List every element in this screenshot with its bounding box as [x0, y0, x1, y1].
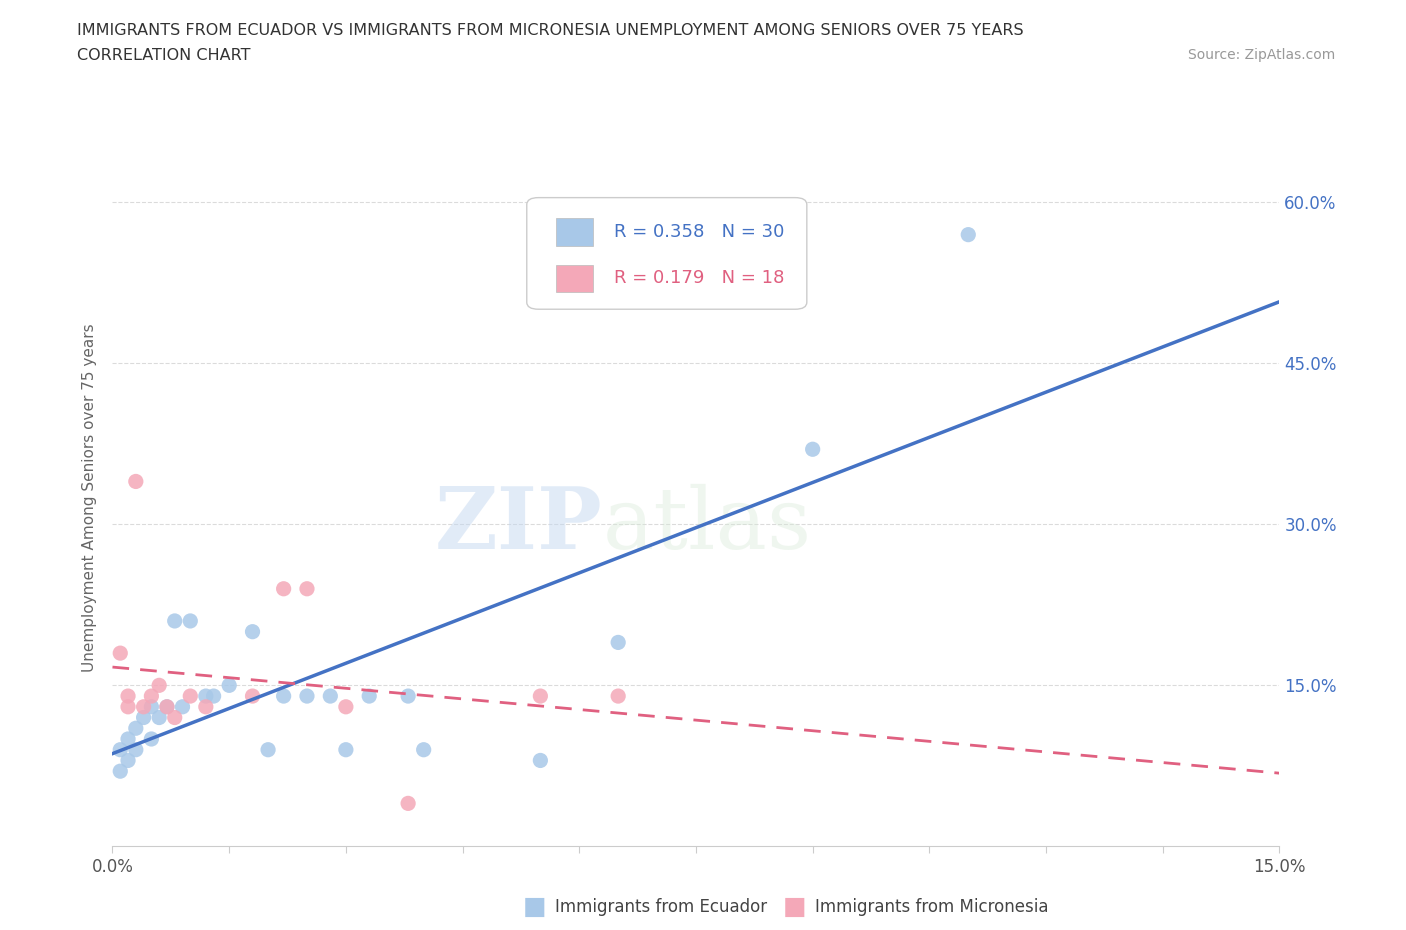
Point [117, 753, 139, 768]
Point [319, 688, 342, 703]
Point [125, 721, 148, 736]
FancyBboxPatch shape [555, 265, 593, 292]
Point [141, 688, 163, 703]
Point [607, 688, 630, 703]
Point [295, 688, 318, 703]
Point [117, 732, 139, 747]
Point [179, 614, 201, 629]
Text: IMMIGRANTS FROM ECUADOR VS IMMIGRANTS FROM MICRONESIA UNEMPLOYMENT AMONG SENIORS: IMMIGRANTS FROM ECUADOR VS IMMIGRANTS FR… [77, 23, 1024, 38]
Point [156, 699, 179, 714]
Point [125, 474, 148, 489]
Point [202, 688, 225, 703]
Point [242, 624, 264, 639]
Point [110, 742, 132, 757]
Point [141, 699, 163, 714]
Point [242, 688, 264, 703]
Point [396, 688, 419, 703]
Text: ■: ■ [523, 895, 546, 919]
Point [148, 678, 170, 693]
Point [125, 742, 148, 757]
Point [396, 796, 419, 811]
Point [335, 699, 357, 714]
Point [529, 688, 551, 703]
Point [412, 742, 434, 757]
Point [335, 742, 357, 757]
Point [194, 699, 217, 714]
Point [273, 688, 295, 703]
Text: Immigrants from Ecuador: Immigrants from Ecuador [555, 897, 768, 916]
Point [117, 688, 139, 703]
Point [529, 753, 551, 768]
Point [110, 645, 132, 660]
Point [257, 742, 280, 757]
Text: R = 0.358   N = 30: R = 0.358 N = 30 [614, 223, 785, 241]
FancyBboxPatch shape [555, 218, 593, 246]
Point [163, 711, 186, 725]
Text: ■: ■ [783, 895, 806, 919]
Point [179, 688, 201, 703]
Point [194, 688, 217, 703]
Point [156, 699, 179, 714]
Point [359, 688, 381, 703]
Point [218, 678, 240, 693]
Point [607, 635, 630, 650]
FancyBboxPatch shape [527, 198, 807, 309]
Text: Immigrants from Micronesia: Immigrants from Micronesia [815, 897, 1049, 916]
Point [801, 442, 824, 457]
Text: Source: ZipAtlas.com: Source: ZipAtlas.com [1188, 48, 1336, 62]
Point [163, 614, 186, 629]
Text: CORRELATION CHART: CORRELATION CHART [77, 48, 250, 63]
Text: R = 0.179   N = 18: R = 0.179 N = 18 [614, 269, 785, 286]
Point [273, 581, 295, 596]
Text: atlas: atlas [603, 484, 811, 567]
Point [295, 581, 318, 596]
Point [141, 732, 163, 747]
Text: ZIP: ZIP [434, 484, 603, 567]
Point [132, 699, 155, 714]
Point [957, 227, 980, 242]
Point [172, 699, 194, 714]
Point [148, 711, 170, 725]
Point [117, 699, 139, 714]
Y-axis label: Unemployment Among Seniors over 75 years: Unemployment Among Seniors over 75 years [82, 324, 97, 671]
Point [132, 711, 155, 725]
Point [110, 764, 132, 778]
